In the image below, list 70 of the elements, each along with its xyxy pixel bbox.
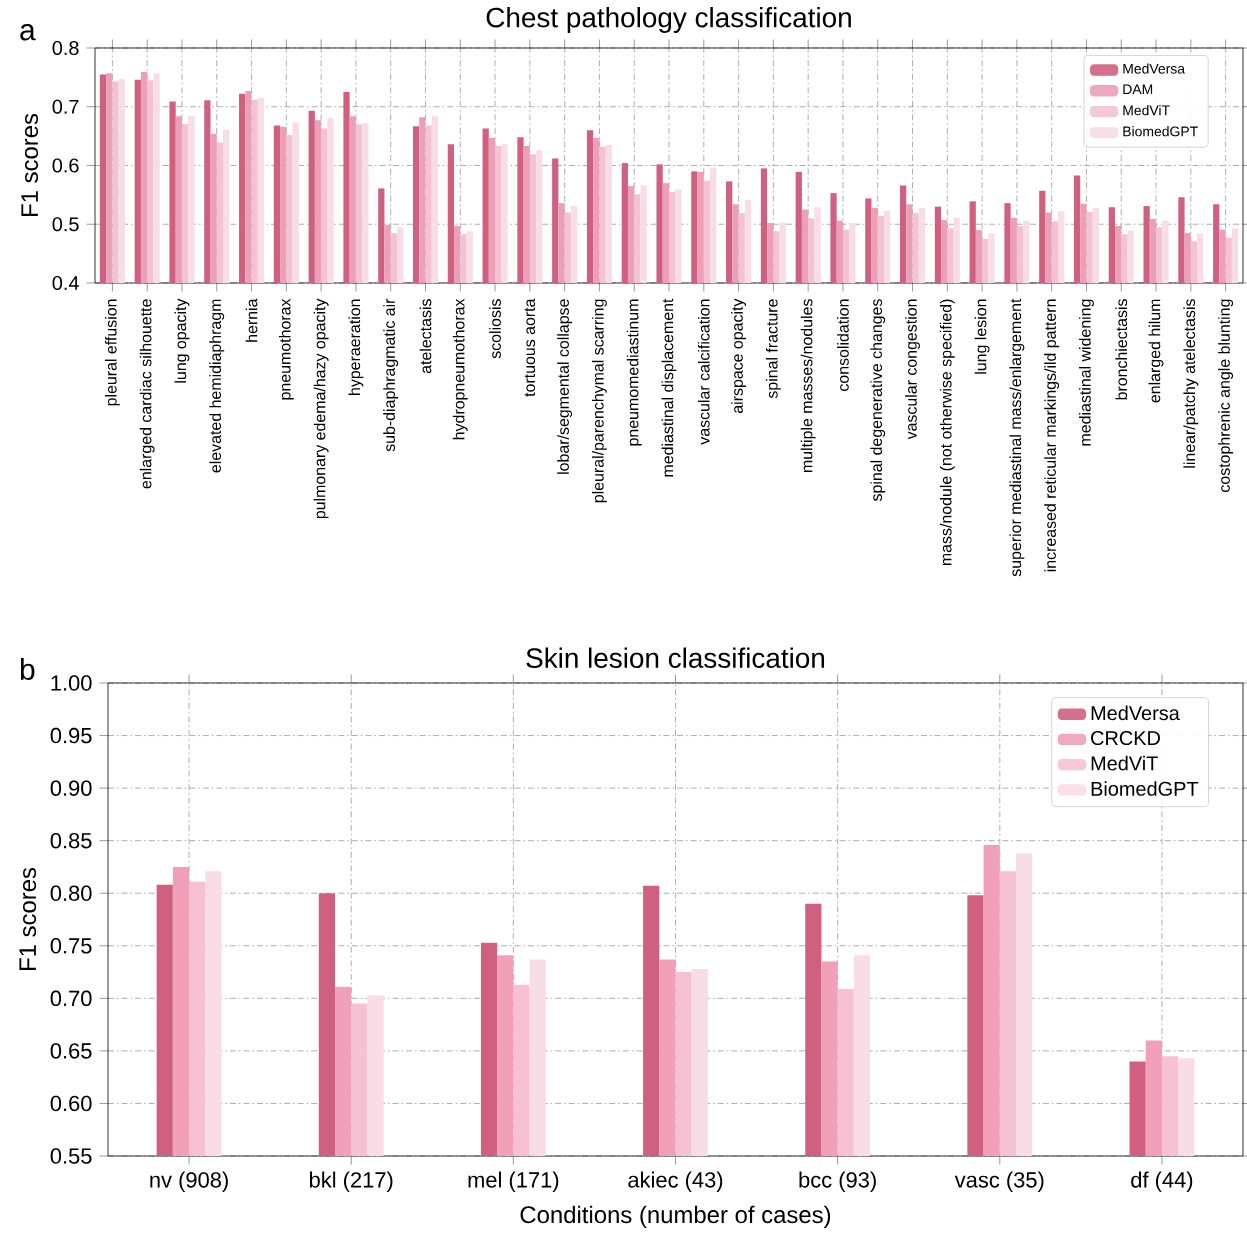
x-tick-label: hernia (245, 298, 258, 342)
y-tick-label: 0.55 (50, 1148, 92, 1164)
y-tick-label: 0.60 (50, 1095, 92, 1112)
x-tick-label: increased reticular markings/ild pattern (1044, 299, 1060, 572)
legend-label: MedVersa (1091, 705, 1180, 721)
legend-label: BiomedGPT (1123, 126, 1198, 137)
x-tick-label: hyperaeration (348, 299, 364, 395)
x-tick-label: mediastinal displacement (661, 298, 677, 477)
chart-title: Chest pathology classification (486, 6, 851, 33)
y-tick-label: 1.00 (51, 675, 92, 691)
x-tick-label: costophrenic angle blunting (1218, 299, 1234, 492)
text: a (20, 24, 36, 41)
x-tick-label: pneumomediastinum (626, 299, 642, 446)
x-tick-label: multiple masses/nodules (800, 299, 816, 473)
y-tick-label: 0.95 (50, 727, 92, 744)
y-tick-label: 0.75 (50, 938, 92, 954)
x-tick-label: mass/nodule (not otherwise specified) (939, 299, 955, 566)
legend-label: BiomedGPT (1091, 781, 1199, 796)
x-tick-label: spinal degenerative changes (870, 299, 886, 502)
x-tick-label: superior mediastinal mass/enlargement (1009, 298, 1025, 577)
x-tick-label: sub-diaphragmatic air (383, 298, 399, 452)
x-tick-label: pulmonary edema/hazy opacity (313, 298, 329, 519)
y-tick-label: 0.85 (50, 832, 92, 849)
x-tick-label: scoliosis (489, 299, 501, 359)
legend-label: MedVersa (1123, 63, 1186, 74)
x-tick-label: pleural effusion (104, 299, 120, 406)
x-tick-label: tortuous aorta (524, 298, 536, 397)
x-tick-label: nv (908) (150, 1171, 228, 1192)
x-tick-label: pneumothorax (278, 298, 294, 400)
y-tick-label: 0.80 (50, 885, 92, 901)
x-tick-label: spinal fracture (765, 299, 781, 399)
legend-label: CRCKD (1091, 730, 1160, 746)
x-tick-label: lobar/segmental collapse (557, 299, 573, 474)
x-tick-label: df (44) (1131, 1171, 1193, 1192)
y-axis-title: F1 scores (19, 867, 37, 971)
y-tick-label: 0.4 (52, 275, 79, 291)
text: b (20, 658, 35, 680)
legend-label: DAM (1123, 84, 1153, 95)
chart-title: Skin lesion classification (526, 647, 825, 669)
y-tick-label: 0.70 (50, 990, 92, 1007)
x-tick-label: mel (171) (468, 1171, 559, 1192)
y-tick-label: 0.65 (50, 1043, 92, 1059)
y-tick-label: 0.5 (52, 217, 79, 232)
x-tick-label: vascular calcification (697, 299, 710, 445)
x-tick-label: pleural/parenchymal scarring (591, 299, 607, 503)
y-tick-label: 0.8 (52, 40, 79, 56)
x-tick-label: linear/patchy atelectasis (1183, 299, 1199, 468)
x-tick-label: bkl (217) (309, 1171, 393, 1192)
x-tick-label: vascular congestion (905, 299, 920, 440)
y-tick-label: 0.90 (50, 780, 92, 796)
x-tick-label: lung lesion (974, 299, 990, 374)
legend-label: MedViT (1123, 105, 1170, 116)
y-tick-label: 0.6 (52, 158, 79, 173)
x-tick-label: mediastinal widening (1079, 299, 1094, 446)
x-tick-label: hydropneumothorax (452, 298, 468, 440)
x-tick-label: enlarged cardiac silhouette (139, 299, 155, 489)
x-tick-label: bcc (93) (799, 1171, 876, 1192)
legend-label: MedViT (1091, 755, 1158, 771)
x-tick-label: lung opacity (174, 298, 190, 383)
y-tick-label: 0.7 (52, 99, 79, 114)
y-axis-title: F1 scores (21, 113, 39, 217)
x-tick-label: enlarged hilum (1148, 299, 1164, 403)
x-tick-label: consolidation (837, 299, 849, 391)
x-tick-label: vasc (35) (954, 1171, 1044, 1192)
x-tick-label: bronchiectasis (1115, 299, 1128, 400)
x-tick-label: akiec (43) (628, 1171, 723, 1192)
x-axis-title: Conditions (number of cases) (520, 1205, 831, 1228)
x-tick-label: atelectasis (419, 299, 432, 374)
x-tick-label: elevated hemidiaphragm (209, 299, 225, 473)
x-tick-label: airspace opacity (731, 298, 747, 414)
